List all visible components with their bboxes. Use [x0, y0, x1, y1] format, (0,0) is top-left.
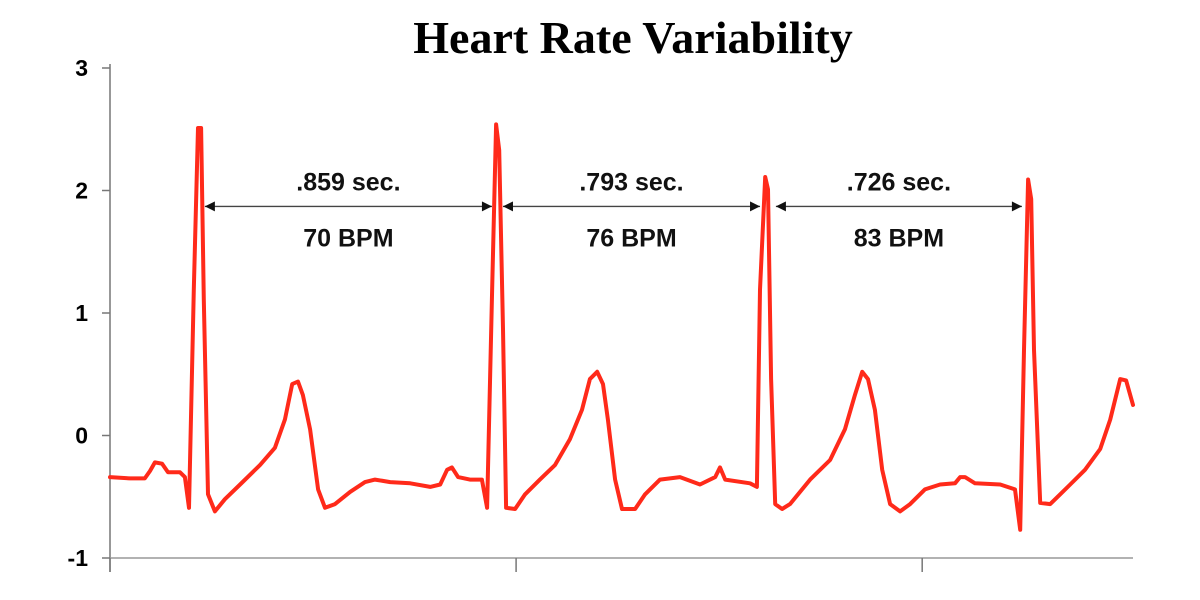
y-tick-label: 1 [75, 300, 88, 326]
bpm-label: 70 BPM [303, 224, 393, 252]
y-tick-label: 2 [75, 178, 88, 204]
bpm-label: 83 BPM [854, 224, 944, 252]
bpm-label: 76 BPM [586, 224, 676, 252]
interval-label: .859 sec. [296, 168, 400, 196]
axes: 3 2 1 0 -1 [68, 55, 1133, 572]
y-tick-label: -1 [68, 545, 89, 571]
annotations: .859 sec. 70 BPM .793 sec. 76 BPM .726 sec. 8… [204, 168, 1022, 252]
chart-title: Heart Rate Variability [413, 12, 853, 63]
y-tick-label: 0 [75, 423, 88, 449]
interval-label: .793 sec. [579, 168, 683, 196]
interval-label: .726 sec. [847, 168, 951, 196]
ecg-line [108, 122, 1135, 532]
y-tick-label: 3 [75, 55, 88, 81]
ecg-trace [108, 122, 1135, 532]
